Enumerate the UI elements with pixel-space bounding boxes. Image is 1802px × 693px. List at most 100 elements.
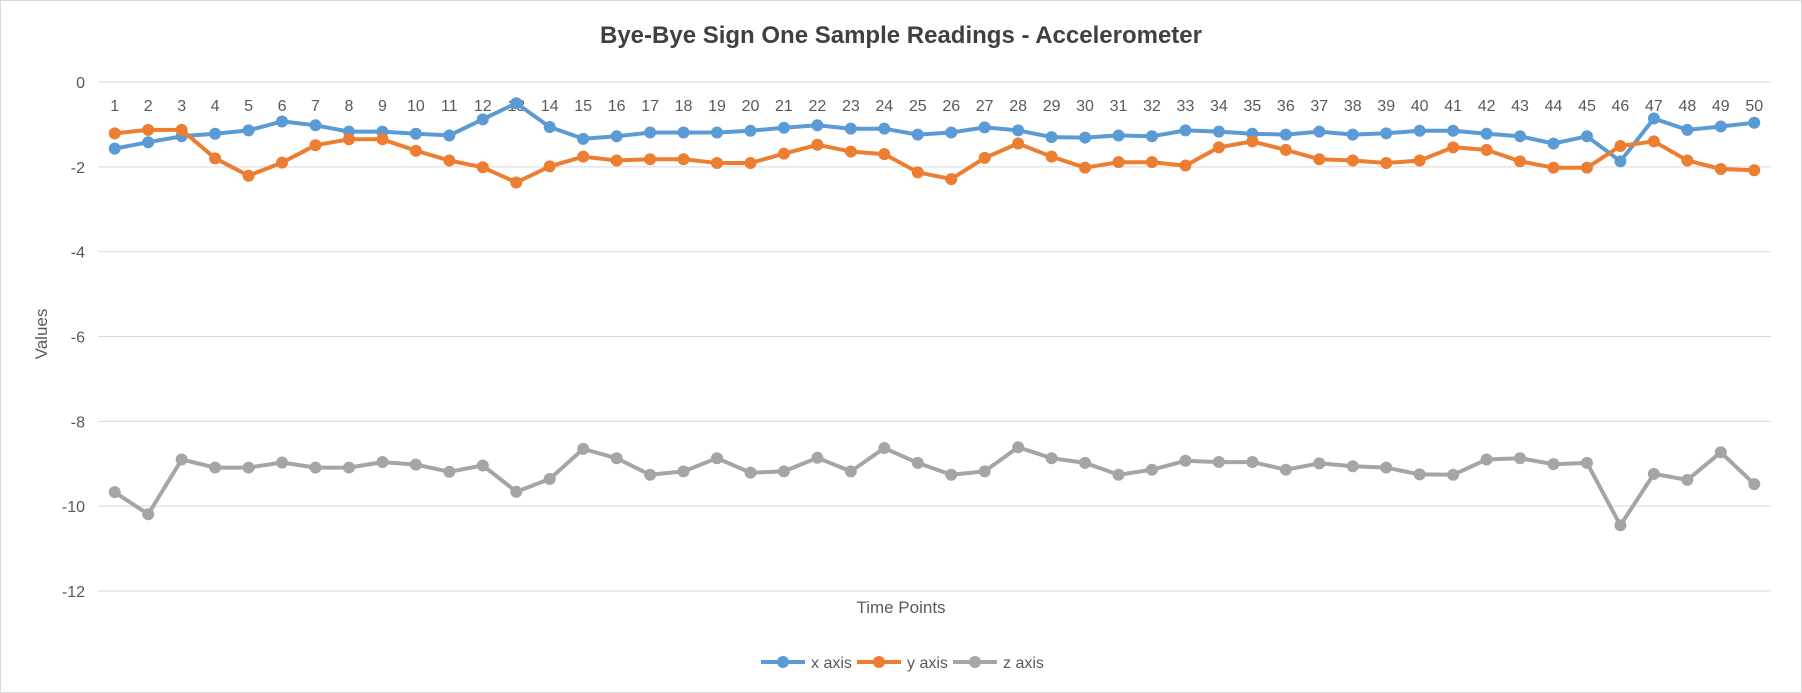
data-point <box>1547 458 1560 471</box>
legend-item: x axis <box>761 655 852 672</box>
x-tick-label: 28 <box>1009 98 1027 115</box>
data-point <box>342 461 355 474</box>
x-tick-label: 50 <box>1745 98 1763 115</box>
data-point <box>309 461 322 474</box>
data-point <box>142 123 155 136</box>
data-point <box>1480 127 1493 140</box>
series-group <box>108 97 1761 532</box>
x-tick-label: 10 <box>407 98 425 115</box>
data-point <box>1380 157 1393 170</box>
data-point <box>409 127 422 140</box>
x-tick-label: 15 <box>574 98 592 115</box>
data-point <box>1212 141 1225 154</box>
x-tick-label: 41 <box>1444 98 1462 115</box>
x-tick-label: 38 <box>1344 98 1362 115</box>
data-point <box>1413 468 1426 481</box>
x-tick-label: 6 <box>278 98 287 115</box>
x-tick-label: 2 <box>144 98 153 115</box>
data-point <box>1681 473 1694 486</box>
data-point <box>777 147 790 160</box>
x-tick-label: 37 <box>1310 98 1328 115</box>
data-point <box>209 461 222 474</box>
data-point <box>1145 130 1158 143</box>
data-point <box>1614 155 1627 168</box>
data-point <box>1580 161 1593 174</box>
data-point <box>811 451 824 464</box>
x-tick-label: 19 <box>708 98 726 115</box>
y-axis-title: Values <box>32 309 51 360</box>
data-point <box>242 124 255 137</box>
data-point <box>644 468 657 481</box>
data-point <box>577 132 590 145</box>
data-point <box>242 461 255 474</box>
data-point <box>1480 453 1493 466</box>
y-tick-labels: 0 -2 -4 -6 -8 -10 -12 <box>62 75 85 601</box>
x-tick-label: 18 <box>675 98 693 115</box>
data-point <box>409 458 422 471</box>
data-point <box>577 442 590 455</box>
data-point <box>1647 112 1660 125</box>
data-point <box>1380 461 1393 474</box>
data-point <box>744 124 757 137</box>
data-point <box>276 156 289 169</box>
series-line <box>112 445 1757 528</box>
data-point <box>777 121 790 134</box>
data-point <box>1313 153 1326 166</box>
data-point <box>1246 456 1259 469</box>
data-point <box>108 142 121 155</box>
data-point <box>1514 452 1527 465</box>
x-tick-label: 3 <box>177 98 186 115</box>
x-tick-label: 17 <box>641 98 659 115</box>
data-point <box>543 120 556 133</box>
x-tick-label: 48 <box>1678 98 1696 115</box>
data-point <box>108 127 121 140</box>
data-point <box>610 130 623 143</box>
x-tick-label: 21 <box>775 98 793 115</box>
data-point <box>1079 456 1092 469</box>
data-point <box>978 121 991 134</box>
data-point <box>677 153 690 166</box>
data-point <box>476 161 489 174</box>
data-point <box>1279 143 1292 156</box>
data-point <box>945 173 958 186</box>
y-tick-label: -6 <box>71 330 85 347</box>
chart-title: Bye-Bye Sign One Sample Readings - Accel… <box>600 22 1202 49</box>
x-tick-label: 1 <box>110 98 119 115</box>
x-tick-label: 8 <box>344 98 353 115</box>
data-point <box>1748 164 1761 177</box>
data-point <box>543 473 556 486</box>
data-point <box>1012 441 1025 454</box>
data-point <box>878 148 891 161</box>
data-point <box>610 452 623 465</box>
x-tick-label: 30 <box>1076 98 1094 115</box>
data-point <box>1413 124 1426 137</box>
x-tick-label: 31 <box>1110 98 1128 115</box>
data-point <box>1547 161 1560 174</box>
legend-item: y axis <box>857 655 948 672</box>
data-point <box>1313 125 1326 138</box>
x-tick-label: 45 <box>1578 98 1596 115</box>
data-point <box>1346 460 1359 473</box>
data-point <box>1647 135 1660 148</box>
x-tick-label: 33 <box>1177 98 1195 115</box>
data-point <box>1045 452 1058 465</box>
data-point <box>209 127 222 140</box>
legend-item: z axis <box>953 655 1044 672</box>
data-point <box>677 465 690 478</box>
data-point <box>510 485 523 498</box>
x-axis-title: Time Points <box>856 598 945 617</box>
data-point <box>911 128 924 141</box>
x-tick-label: 34 <box>1210 98 1228 115</box>
x-tick-label: 4 <box>211 98 220 115</box>
x-tick-label: 12 <box>474 98 492 115</box>
legend-label: z axis <box>1003 655 1044 672</box>
data-point <box>376 456 389 469</box>
data-point <box>142 136 155 149</box>
data-point <box>610 154 623 167</box>
data-point <box>1413 154 1426 167</box>
data-point <box>1714 120 1727 133</box>
data-point <box>1514 155 1527 168</box>
x-tick-label: 29 <box>1043 98 1061 115</box>
data-point <box>711 126 724 139</box>
